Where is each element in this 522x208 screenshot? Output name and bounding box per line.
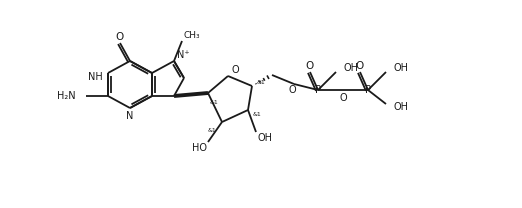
Text: P: P bbox=[315, 85, 321, 95]
Text: O: O bbox=[116, 32, 124, 42]
Text: &1: &1 bbox=[253, 113, 262, 118]
Text: CH₃: CH₃ bbox=[184, 31, 200, 40]
Text: HO: HO bbox=[192, 143, 207, 153]
Text: N: N bbox=[126, 111, 134, 121]
Text: H₂N: H₂N bbox=[57, 91, 76, 101]
Text: O: O bbox=[288, 85, 296, 95]
Text: O: O bbox=[339, 93, 347, 103]
Text: NH: NH bbox=[88, 72, 103, 82]
Text: N⁺: N⁺ bbox=[177, 50, 189, 60]
Text: OH: OH bbox=[394, 63, 409, 73]
Text: &1: &1 bbox=[257, 80, 266, 85]
Text: OH: OH bbox=[394, 102, 409, 112]
Text: OH: OH bbox=[257, 133, 272, 143]
Text: P: P bbox=[365, 85, 371, 95]
Text: O: O bbox=[231, 65, 239, 75]
Text: O: O bbox=[355, 61, 363, 71]
Text: &1: &1 bbox=[210, 100, 219, 105]
Text: &1: &1 bbox=[207, 128, 216, 132]
Text: OH: OH bbox=[344, 63, 359, 73]
Text: O: O bbox=[305, 61, 313, 71]
